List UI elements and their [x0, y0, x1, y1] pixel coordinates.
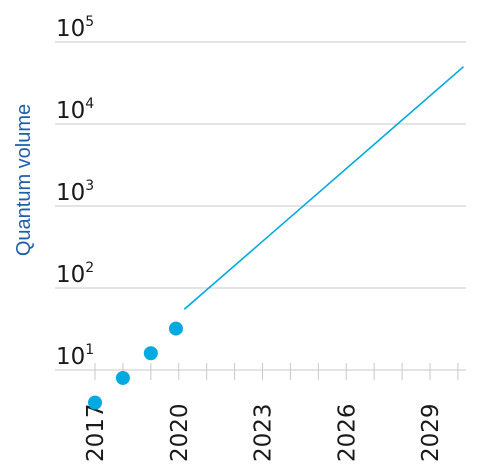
y-tick-label-1: 101: [56, 342, 94, 370]
y-tick-exponent: 1: [85, 342, 94, 358]
x-tick-label-2020: 2020: [167, 403, 193, 462]
x-tick-label-2029: 2029: [418, 403, 444, 462]
y-tick-base: 10: [56, 98, 85, 124]
y-tick-label-3: 103: [56, 178, 94, 206]
trend-line: [183, 66, 465, 310]
grid-lines: [55, 41, 466, 371]
x-tick-label-2017: 2017: [83, 403, 109, 462]
x-tick-label-2026: 2026: [334, 403, 360, 462]
y-tick-label-2: 102: [56, 260, 94, 288]
x-tick-marks: [94, 363, 459, 380]
y-tick-exponent: 4: [85, 96, 94, 112]
data-point-1: [88, 395, 102, 410]
data-point-4: [168, 321, 183, 336]
x-tick-label-2023: 2023: [251, 403, 277, 462]
y-axis-label: Quantum volume: [13, 104, 35, 256]
data-point-3: [143, 346, 158, 361]
y-tick-exponent: 5: [85, 14, 94, 30]
y-tick-exponent: 2: [85, 260, 94, 276]
series-layer: [88, 66, 465, 410]
y-tick-label-5: 105: [56, 14, 94, 42]
y-tick-base: 10: [56, 344, 85, 370]
y-tick-base: 10: [56, 16, 85, 42]
x-tick-labels: 2017 2020 2023 2026 2029: [83, 403, 444, 462]
y-tick-base: 10: [56, 180, 85, 206]
y-tick-exponent: 3: [85, 178, 94, 194]
y-tick-base: 10: [56, 262, 85, 288]
y-tick-label-4: 104: [56, 96, 94, 124]
data-point-2: [115, 370, 130, 385]
